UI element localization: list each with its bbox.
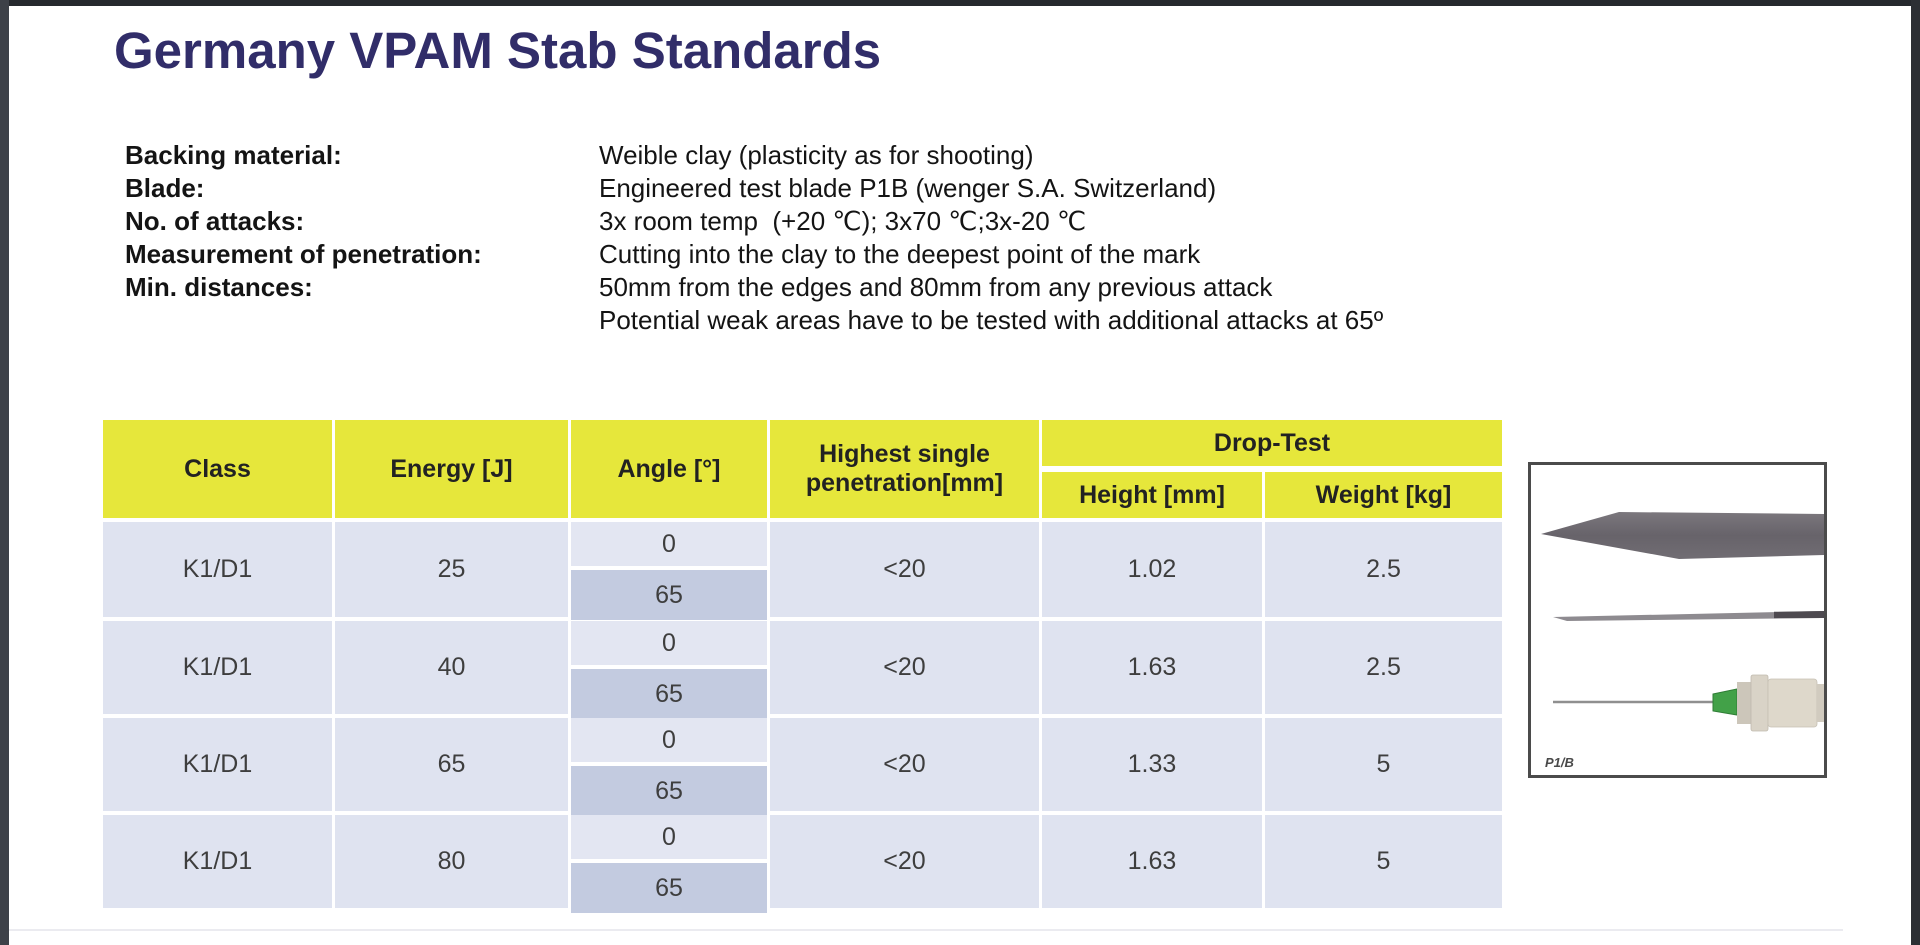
spec-row: Potential weak areas have to be tested w… — [125, 304, 1383, 337]
cell-angle-0: 0 — [571, 815, 767, 859]
cell-angle: 0 65 — [571, 522, 767, 620]
spec-value: 3x room temp (+20 ℃); 3x70 ℃;3x-20 ℃ — [599, 206, 1087, 236]
cell-height: 1.02 — [1042, 522, 1262, 617]
cell-angle-65: 65 — [571, 863, 767, 913]
col-header-class: Class — [103, 420, 332, 518]
spec-label: Measurement of penetration: — [125, 239, 482, 269]
cell-angle-65: 65 — [571, 669, 767, 719]
spec-list: Backing material: Weible clay (plasticit… — [125, 139, 1383, 337]
cell-penetration: <20 — [770, 718, 1039, 811]
cell-angle-0: 0 — [571, 621, 767, 665]
spike-icon — [1553, 611, 1824, 621]
blade-figure: P1/B — [1528, 462, 1827, 778]
cell-weight: 2.5 — [1265, 522, 1502, 617]
spec-value: Weible clay (plasticity as for shooting) — [599, 140, 1034, 170]
cell-angle: 0 65 — [571, 718, 767, 816]
spec-label: Blade: — [125, 173, 205, 203]
cell-angle-65: 65 — [571, 570, 767, 620]
window-border-top — [0, 0, 1920, 6]
cell-angle-0: 0 — [571, 718, 767, 762]
spec-row: Measurement of penetration: Cutting into… — [125, 238, 1383, 271]
col-header-penetration: Highest single penetration[mm] — [770, 420, 1039, 518]
spec-row: Backing material: Weible clay (plasticit… — [125, 139, 1383, 172]
spec-row: No. of attacks: 3x room temp (+20 ℃); 3x… — [125, 205, 1383, 238]
cell-energy: 65 — [335, 718, 568, 811]
cell-penetration: <20 — [770, 815, 1039, 908]
window-border-right — [1911, 0, 1920, 945]
col-header-angle: Angle [°] — [571, 420, 767, 518]
cell-class: K1/D1 — [103, 621, 332, 714]
cell-class: K1/D1 — [103, 718, 332, 811]
standards-table: Class Energy [J] Angle [°] Highest singl… — [103, 420, 1502, 913]
cell-class: K1/D1 — [103, 815, 332, 908]
window-border-left — [0, 0, 9, 945]
cell-angle-0: 0 — [571, 522, 767, 566]
spec-value: 50mm from the edges and 80mm from any pr… — [599, 272, 1273, 302]
cell-weight: 5 — [1265, 718, 1502, 811]
figure-caption: P1/B — [1545, 755, 1574, 770]
cell-energy: 40 — [335, 621, 568, 714]
spec-label: Backing material: — [125, 140, 342, 170]
cell-penetration: <20 — [770, 621, 1039, 714]
slide-edge — [9, 929, 1843, 931]
drop-test-subheaders: Height [mm] Weight [kg] — [1042, 472, 1502, 518]
cell-angle-65: 65 — [571, 766, 767, 816]
cell-weight: 2.5 — [1265, 621, 1502, 714]
spec-row: Blade: Engineered test blade P1B (wenger… — [125, 172, 1383, 205]
cell-energy: 80 — [335, 815, 568, 908]
cell-class: K1/D1 — [103, 522, 332, 617]
col-header-drop-test: Drop-Test — [1042, 420, 1502, 466]
spec-value: Engineered test blade P1B (wenger S.A. S… — [599, 173, 1217, 203]
syringe-needle-icon — [1553, 674, 1824, 732]
spec-label: Min. distances: — [125, 272, 313, 302]
spec-value: Cutting into the clay to the deepest poi… — [599, 239, 1201, 269]
cell-height: 1.63 — [1042, 815, 1262, 908]
col-header-drop-test-group: Drop-Test Height [mm] Weight [kg] — [1042, 420, 1502, 518]
cell-penetration: <20 — [770, 522, 1039, 617]
col-header-weight: Weight [kg] — [1265, 472, 1502, 518]
cell-angle: 0 65 — [571, 621, 767, 719]
page-title: Germany VPAM Stab Standards — [114, 22, 882, 79]
spec-label: No. of attacks: — [125, 206, 305, 236]
cell-height: 1.63 — [1042, 621, 1262, 714]
cell-angle: 0 65 — [571, 815, 767, 913]
spec-label — [125, 304, 599, 337]
col-header-height: Height [mm] — [1042, 472, 1262, 518]
spec-value: Potential weak areas have to be tested w… — [599, 305, 1384, 335]
col-header-energy: Energy [J] — [335, 420, 568, 518]
cell-weight: 5 — [1265, 815, 1502, 908]
spec-row: Min. distances: 50mm from the edges and … — [125, 271, 1383, 304]
knife-blade-icon — [1541, 512, 1824, 559]
cell-energy: 25 — [335, 522, 568, 617]
cell-height: 1.33 — [1042, 718, 1262, 811]
